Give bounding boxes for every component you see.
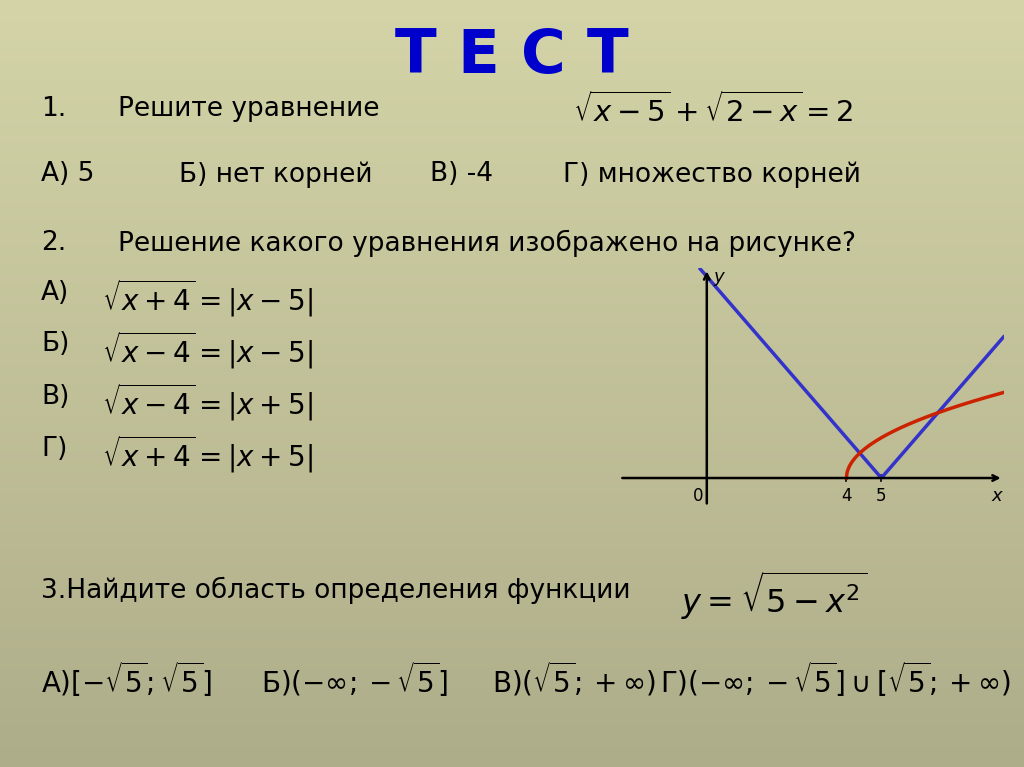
Text: 0: 0 — [693, 487, 703, 505]
Text: x: x — [991, 487, 1001, 505]
Text: $y=\sqrt{5-x^2}$: $y=\sqrt{5-x^2}$ — [681, 569, 867, 622]
Text: В)$(\sqrt{5};+\infty)$: В)$(\sqrt{5};+\infty)$ — [492, 660, 655, 698]
Text: Т Е С Т: Т Е С Т — [395, 27, 629, 86]
Text: Г)$(-\infty;-\sqrt{5}]\cup[\sqrt{5};+\infty)$: Г)$(-\infty;-\sqrt{5}]\cup[\sqrt{5};+\in… — [660, 660, 1012, 700]
Text: 3.Найдите область определения функции: 3.Найдите область определения функции — [41, 577, 631, 604]
Text: Б) нет корней: Б) нет корней — [179, 161, 373, 188]
Text: $\sqrt{x+4}=|x-5|$: $\sqrt{x+4}=|x-5|$ — [102, 278, 313, 319]
Text: 5: 5 — [877, 487, 887, 505]
Text: Б)$(-\infty;-\sqrt{5}]$: Б)$(-\infty;-\sqrt{5}]$ — [261, 660, 449, 700]
Text: Решите уравнение: Решите уравнение — [118, 96, 379, 122]
Text: $\sqrt{x-5}+\sqrt{2-x}=2$: $\sqrt{x-5}+\sqrt{2-x}=2$ — [573, 92, 854, 128]
Text: $\sqrt{x-4}=|x+5|$: $\sqrt{x-4}=|x+5|$ — [102, 381, 313, 423]
Text: Решение какого уравнения изображено на рисунке?: Решение какого уравнения изображено на р… — [118, 230, 856, 258]
Text: 2.: 2. — [41, 230, 67, 256]
Text: А)$[-\sqrt{5};\sqrt{5}]$: А)$[-\sqrt{5};\sqrt{5}]$ — [41, 660, 212, 700]
Text: Б): Б) — [41, 331, 70, 357]
Text: $\sqrt{x+4}=|x+5|$: $\sqrt{x+4}=|x+5|$ — [102, 433, 313, 475]
Text: Г) множество корней: Г) множество корней — [563, 161, 861, 188]
Text: 1.: 1. — [41, 96, 67, 122]
Text: Г): Г) — [41, 436, 68, 462]
Text: А) 5: А) 5 — [41, 161, 94, 187]
Text: В) -4: В) -4 — [430, 161, 494, 187]
Text: $\sqrt{x-4}=|x-5|$: $\sqrt{x-4}=|x-5|$ — [102, 329, 313, 370]
Text: А): А) — [41, 280, 70, 306]
Text: В): В) — [41, 384, 70, 410]
Text: y: y — [714, 268, 724, 285]
Text: 4: 4 — [841, 487, 852, 505]
